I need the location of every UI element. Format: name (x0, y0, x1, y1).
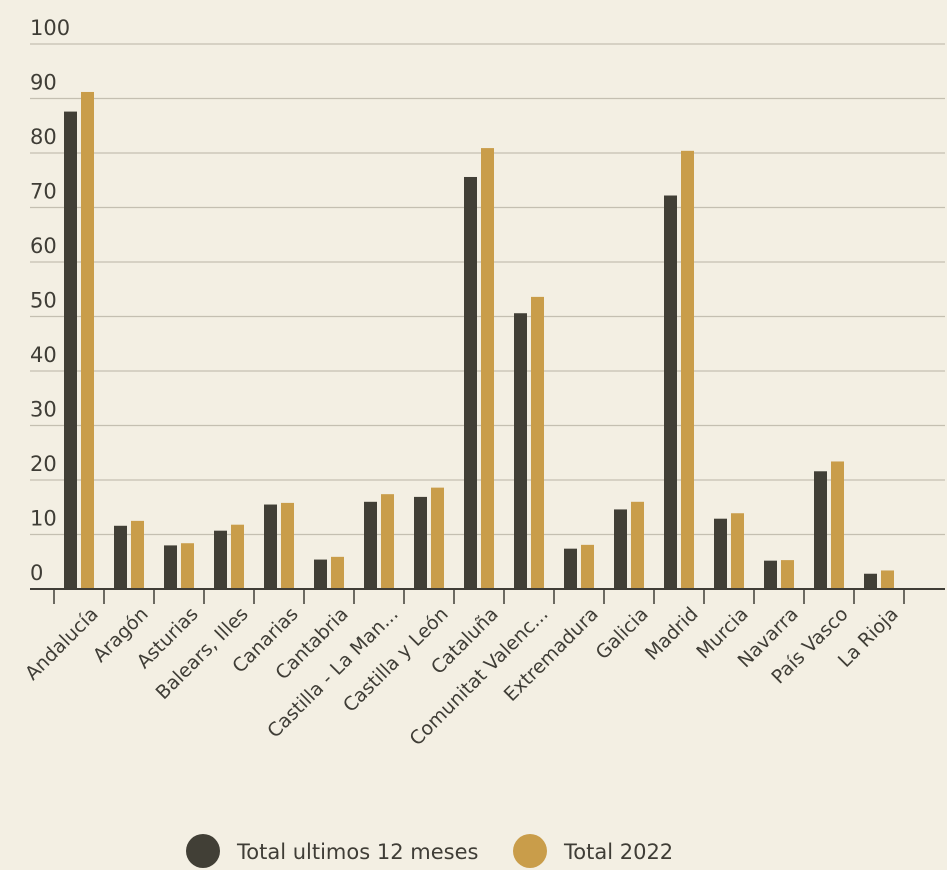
y-tick-label-30: 30 (30, 398, 57, 422)
x-label-galicia: Galicia (592, 603, 653, 664)
y-axis-tick-labels: 0 10 20 30 40 50 60 70 80 90 100 (30, 16, 70, 585)
y-tick-label-90: 90 (30, 71, 57, 95)
bar-murcia-total-2022 (731, 513, 744, 589)
bar-comunitat-valenc-total-2022 (531, 296, 544, 589)
bar-navarra-total-ultimos-12-meses (764, 560, 777, 589)
bar-canarias-total-2022 (281, 502, 294, 589)
bar-pais-vasco-total-ultimos-12-meses (814, 471, 827, 589)
bar-cantabria-total-ultimos-12-meses (314, 559, 327, 589)
legend-marker-total-ultimos-12-meses (186, 834, 220, 868)
bar-la-rioja-total-ultimos-12-meses (864, 573, 877, 589)
bar-asturias-total-2022 (181, 543, 194, 589)
x-label-andalucia: Andalucía (21, 603, 103, 685)
bar-galicia-total-ultimos-12-meses (614, 509, 627, 589)
x-label-madrid: Madrid (641, 603, 703, 665)
legend-label-total-2022: Total 2022 (563, 840, 673, 864)
y-tick-label-70: 70 (30, 180, 57, 204)
bar-aragon-total-2022 (131, 520, 144, 589)
bar-comunitat-valenc-total-ultimos-12-meses (514, 313, 527, 589)
bar-cataluna-total-ultimos-12-meses (464, 176, 477, 590)
bar-murcia-total-ultimos-12-meses (714, 518, 727, 589)
bar-extremadura-total-2022 (581, 544, 594, 589)
bar-aragon-total-ultimos-12-meses (114, 525, 127, 589)
bar-balears-illes-total-ultimos-12-meses (214, 530, 227, 589)
bar-navarra-total-2022 (781, 560, 794, 589)
bar-cataluna-total-2022 (481, 148, 494, 589)
y-tick-label-10: 10 (30, 507, 57, 531)
bar-andalucia-total-ultimos-12-meses (64, 111, 77, 589)
bar-castilla-y-leon-total-ultimos-12-meses (414, 496, 427, 589)
bar-castilla-la-man-total-2022 (381, 494, 394, 589)
bar-castilla-la-man-total-ultimos-12-meses (364, 501, 377, 589)
bar-asturias-total-ultimos-12-meses (164, 545, 177, 589)
bar-pais-vasco-total-2022 (831, 461, 844, 589)
bar-canarias-total-ultimos-12-meses (264, 504, 277, 589)
x-axis (30, 588, 945, 604)
y-tick-label-40: 40 (30, 343, 57, 367)
y-tick-label-50: 50 (30, 289, 57, 313)
legend-marker-total-2022 (513, 834, 547, 868)
bar-madrid-total-ultimos-12-meses (664, 195, 677, 589)
y-tick-label-0: 0 (30, 561, 43, 585)
y-tick-label-100: 100 (30, 16, 70, 40)
y-tick-label-20: 20 (30, 452, 57, 476)
bar-balears-illes-total-2022 (231, 524, 244, 589)
legend: Total ultimos 12 meses Total 2022 (186, 834, 673, 868)
y-tick-label-60: 60 (30, 234, 57, 258)
bar-castilla-y-leon-total-2022 (431, 487, 444, 589)
bar-cantabria-total-2022 (331, 556, 344, 589)
bar-andalucia-total-2022 (81, 91, 94, 590)
bar-galicia-total-2022 (631, 501, 644, 589)
bar-extremadura-total-ultimos-12-meses (564, 548, 577, 589)
y-tick-label-80: 80 (30, 125, 57, 149)
bar-la-rioja-total-2022 (881, 570, 894, 589)
bar-madrid-total-2022 (681, 150, 694, 589)
bars (64, 91, 894, 590)
legend-label-total-ultimos-12-meses: Total ultimos 12 meses (236, 840, 478, 864)
